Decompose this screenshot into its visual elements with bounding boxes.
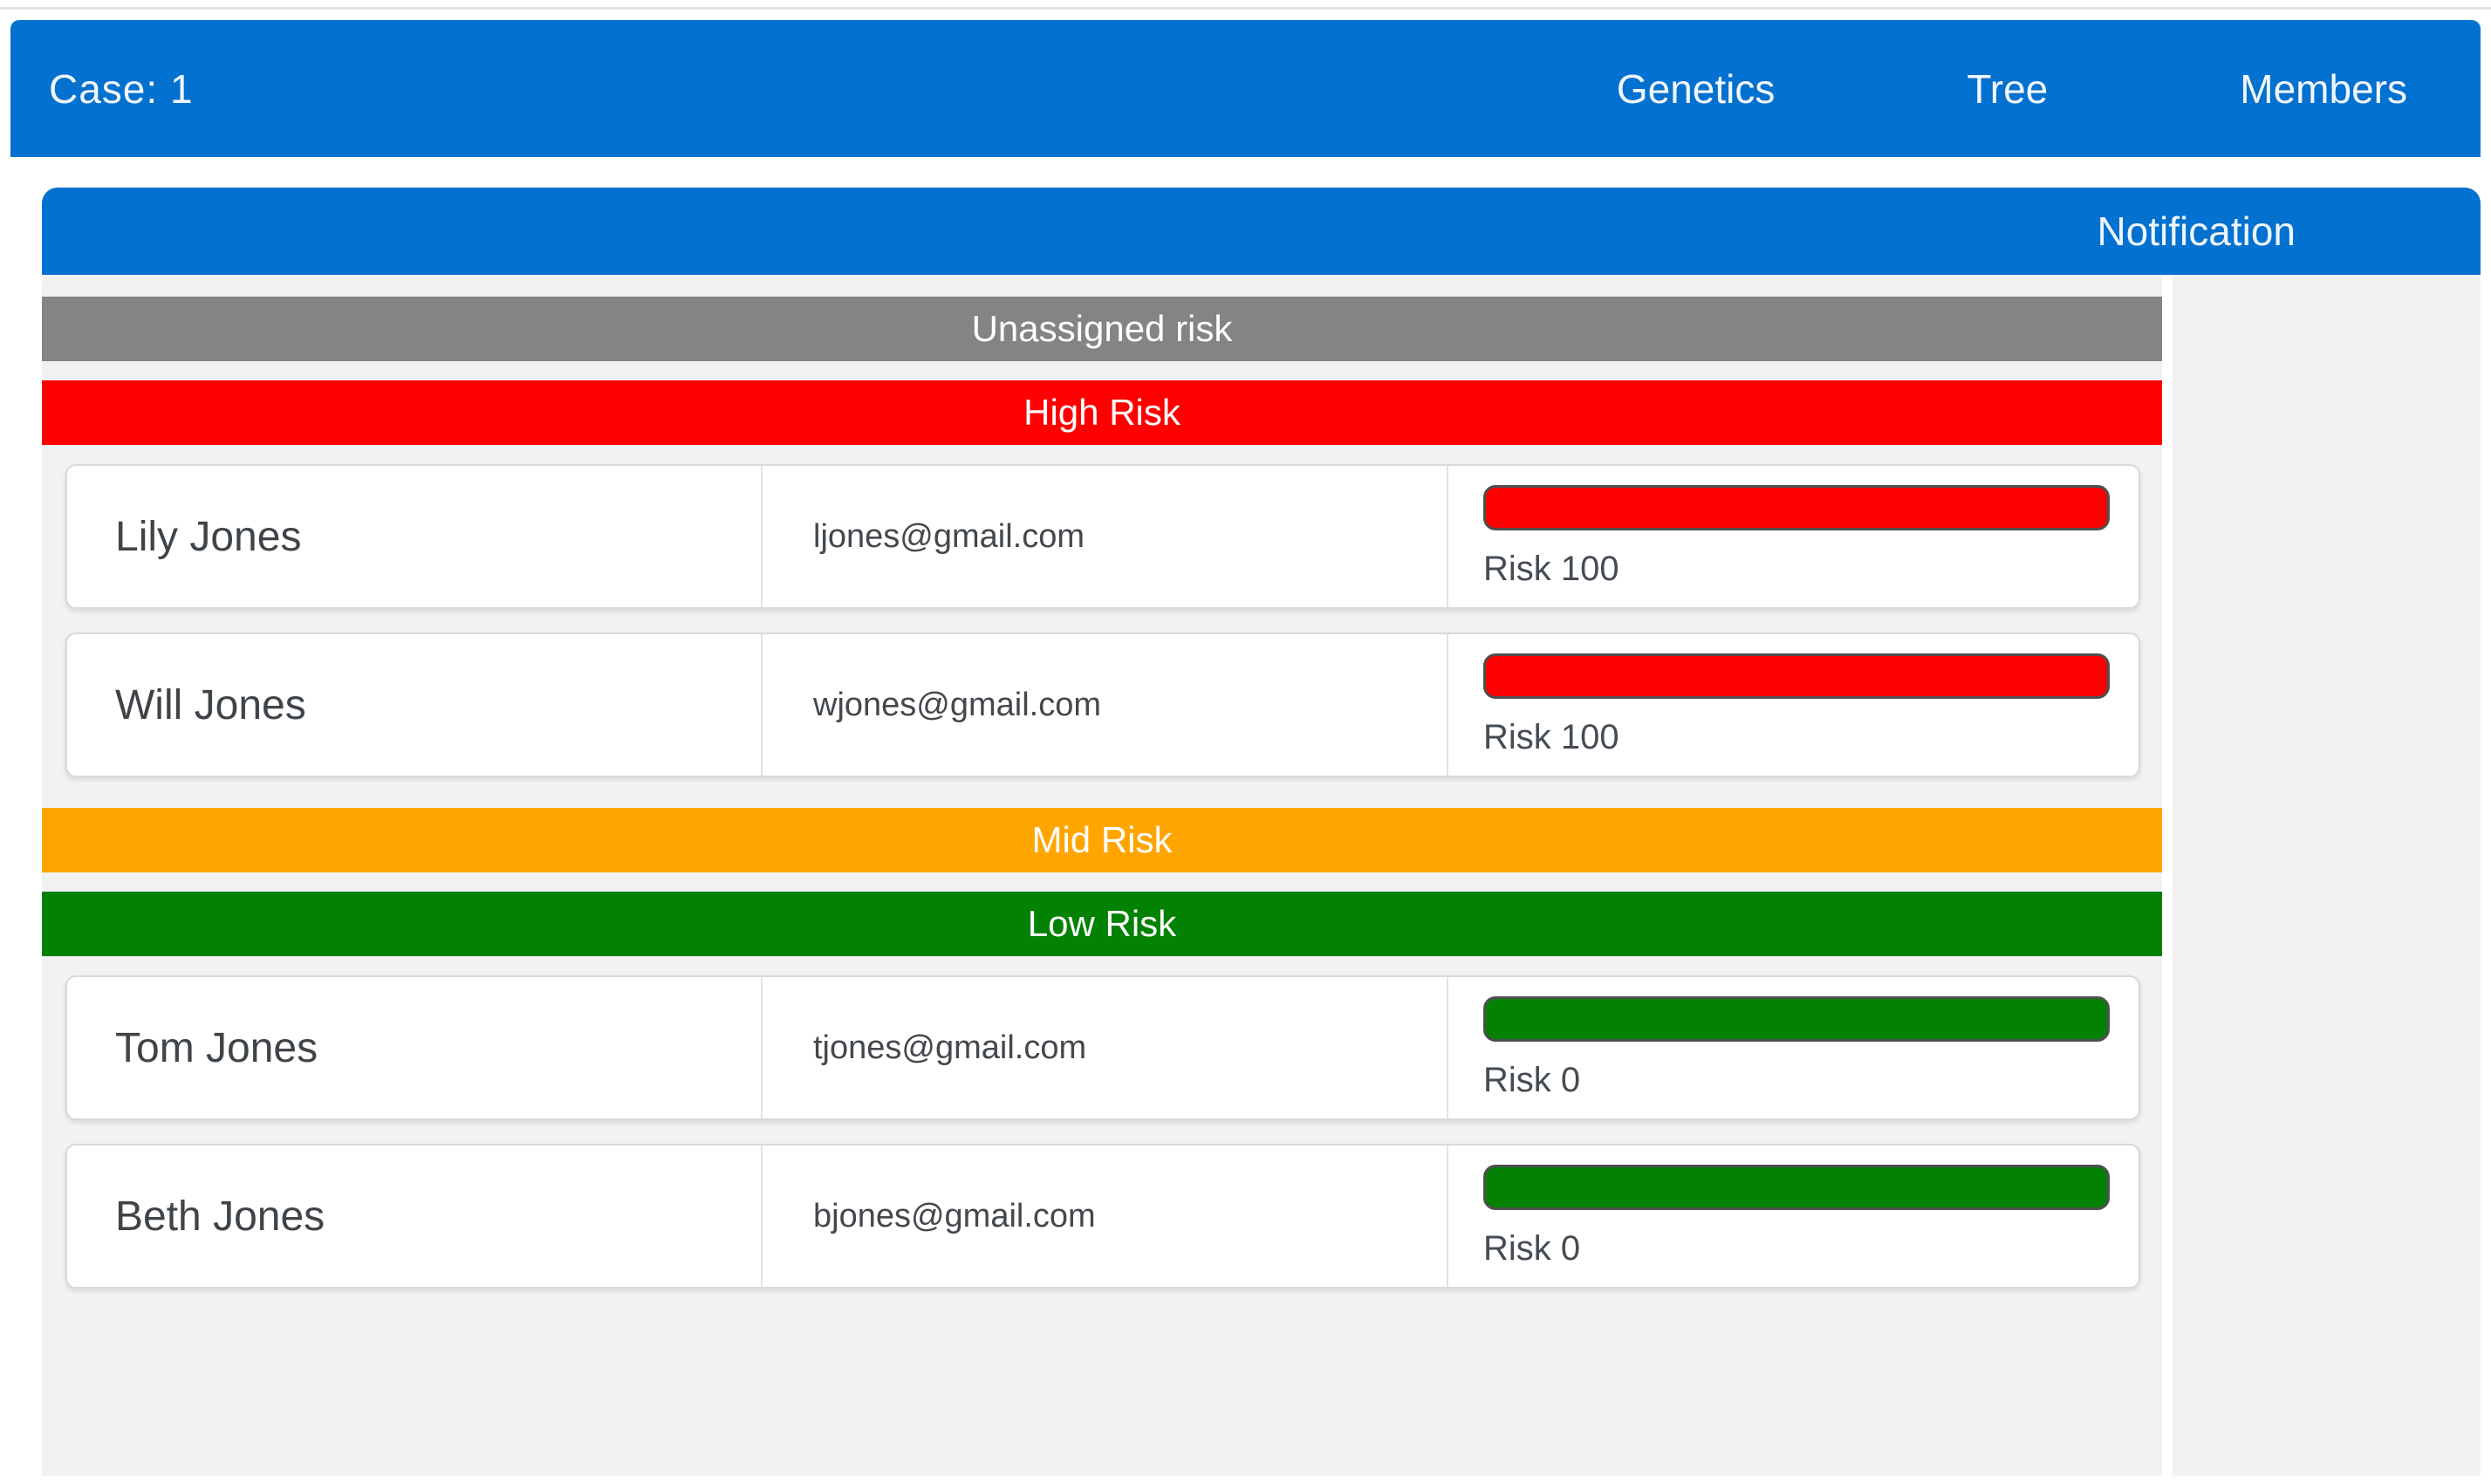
risk-label: Risk 0: [1483, 1229, 1581, 1268]
risk-label: Risk 100: [1483, 718, 1619, 756]
member-risk-cell: Risk 0: [1448, 1145, 2139, 1287]
member-email: wjones@gmail.com: [763, 634, 1448, 776]
panel-body: Unassigned risk High Risk Lily Jones ljo…: [42, 275, 2481, 1476]
section-label-unassigned-risk: Unassigned risk: [971, 308, 1233, 349]
section-bar-unassigned-risk: Unassigned risk: [42, 297, 2162, 361]
high-risk-cards: Lily Jones ljones@gmail.com Risk 100 Wil…: [42, 464, 2162, 777]
tab-notification[interactable]: Notification: [2097, 209, 2296, 254]
member-card-tom-jones[interactable]: Tom Jones tjones@gmail.com Risk 0: [65, 975, 2140, 1120]
section-bar-high-risk: High Risk: [42, 380, 2162, 445]
member-risk-cell: Risk 0: [1448, 977, 2139, 1118]
risk-label: Risk 0: [1483, 1061, 1581, 1099]
section-label-high-risk: High Risk: [1023, 392, 1180, 433]
member-name: Lily Jones: [67, 466, 763, 607]
notification-panel: Notification Unassigned risk High Risk L…: [42, 188, 2481, 1476]
section-bar-mid-risk: Mid Risk: [42, 808, 2162, 872]
top-divider: [0, 7, 2491, 10]
member-risk-cell: Risk 100: [1448, 466, 2139, 607]
member-name: Beth Jones: [67, 1145, 763, 1287]
nav-item-genetics[interactable]: Genetics: [1616, 65, 1776, 112]
member-name: Will Jones: [67, 634, 763, 776]
risk-bar: [1483, 485, 2110, 530]
member-email: ljones@gmail.com: [763, 466, 1448, 607]
risk-bar: [1483, 996, 2110, 1042]
top-navbar: Case: 1 Genetics Tree Members: [10, 20, 2481, 157]
nav-item-members[interactable]: Members: [2240, 65, 2407, 112]
risk-bar: [1483, 1165, 2110, 1210]
member-email: bjones@gmail.com: [763, 1145, 1448, 1287]
side-panel-empty: [2173, 275, 2481, 1476]
nav-links: Genetics Tree Members: [1617, 65, 2407, 113]
risk-bar: [1483, 653, 2110, 699]
section-label-mid-risk: Mid Risk: [1031, 819, 1173, 860]
risk-list: Unassigned risk High Risk Lily Jones ljo…: [42, 275, 2162, 1476]
risk-label: Risk 100: [1483, 550, 1619, 588]
member-card-beth-jones[interactable]: Beth Jones bjones@gmail.com Risk 0: [65, 1144, 2140, 1289]
panel-header: Notification: [42, 188, 2481, 275]
low-risk-cards: Tom Jones tjones@gmail.com Risk 0 Beth J…: [42, 975, 2162, 1289]
member-email: tjones@gmail.com: [763, 977, 1448, 1118]
section-bar-low-risk: Low Risk: [42, 892, 2162, 956]
case-label: Case: 1: [49, 65, 194, 112]
nav-item-tree[interactable]: Tree: [1967, 65, 2049, 112]
section-label-low-risk: Low Risk: [1027, 903, 1177, 944]
member-card-will-jones[interactable]: Will Jones wjones@gmail.com Risk 100: [65, 633, 2140, 777]
member-name: Tom Jones: [67, 977, 763, 1118]
member-card-lily-jones[interactable]: Lily Jones ljones@gmail.com Risk 100: [65, 464, 2140, 609]
member-risk-cell: Risk 100: [1448, 634, 2139, 776]
